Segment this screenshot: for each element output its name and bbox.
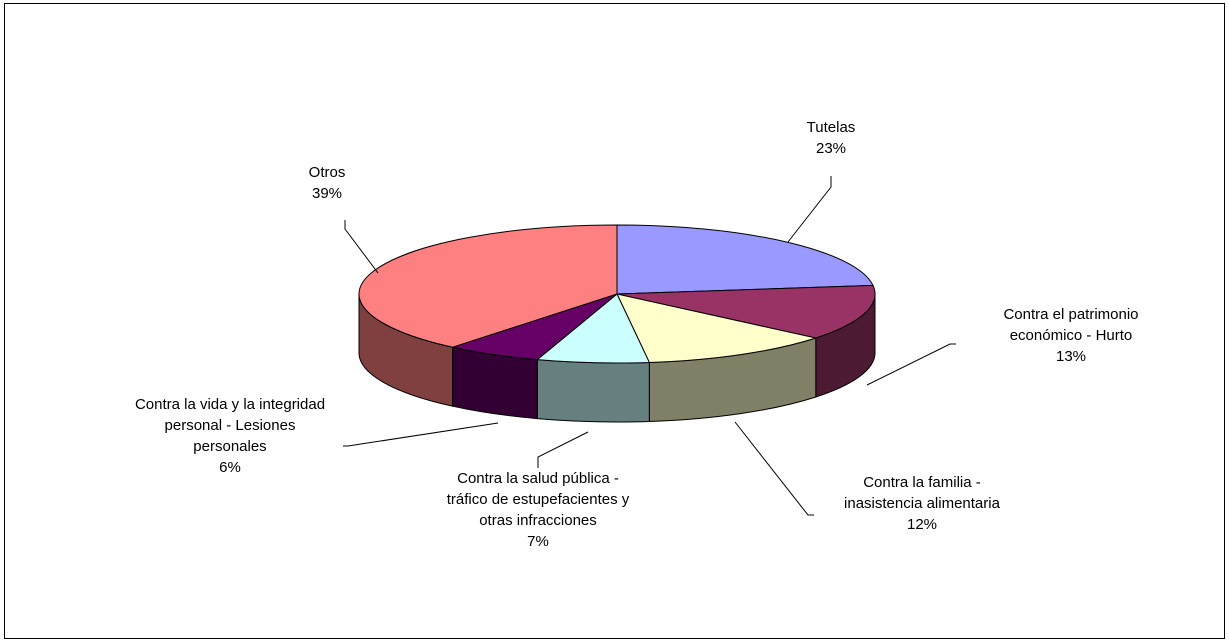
leader-line-1 — [866, 343, 956, 386]
slice-name-line: personales — [193, 438, 266, 455]
slice-name-line: Contra la vida y la integridad — [135, 396, 325, 413]
slice-name-line: inasistencia alimentaria — [844, 495, 1001, 512]
data-label-5: Otros 39% — [309, 164, 346, 202]
pie-slice-2 — [616, 293, 818, 363]
slice-name-line: Contra la salud pública - — [457, 470, 619, 487]
data-label-2: Contra la familia - inasistencia alimenta… — [844, 474, 1001, 533]
slice-name-line: tráfico de estupefacientes y — [447, 491, 630, 508]
slice-name-line: Tutelas — [807, 119, 856, 136]
leader-line-4 — [343, 422, 499, 447]
slice-percent: 7% — [527, 533, 549, 550]
pie-slice-1 — [616, 284, 876, 339]
leader-line-5 — [344, 220, 379, 274]
slice-name-line: Otros — [309, 164, 346, 181]
slice-percent: 39% — [312, 185, 342, 202]
pie-tops — [358, 224, 876, 364]
pie-chart: Tutelas 23% Contra el patrimonio económico … — [135, 119, 1139, 550]
data-label-1: Contra el patrimonio económico - Hurto 13% — [1003, 306, 1138, 365]
pie-slice-0 — [616, 224, 874, 295]
data-label-4: Contra la vida y la integridad personal -… — [135, 396, 325, 476]
slice-percent: 6% — [219, 459, 241, 476]
slice-name-line: personal - Lesiones — [165, 417, 296, 434]
slice-percent: 13% — [1056, 348, 1086, 365]
data-label-3: Contra la salud pública - tráfico de estu… — [447, 470, 630, 550]
chart-area: Tutelas 23% Contra el patrimonio económico … — [4, 3, 1225, 639]
slice-name-line: económico - Hurto — [1010, 327, 1133, 344]
slice-percent: 23% — [816, 140, 846, 157]
pie-slice-5 — [358, 224, 618, 348]
slice-percent: 12% — [907, 516, 937, 533]
leader-line-0 — [787, 176, 832, 243]
data-labels: Tutelas 23% Contra el patrimonio económico … — [135, 119, 1139, 550]
pie-slice-3 — [536, 293, 651, 364]
slice-name-line: otras infracciones — [479, 512, 597, 529]
leader-line-2 — [734, 421, 814, 516]
data-label-0: Tutelas 23% — [807, 119, 856, 157]
pie-side-3 — [536, 359, 650, 423]
leader-line-3 — [537, 431, 589, 468]
slice-name-line: Contra la familia - — [863, 474, 981, 491]
slice-name-line: Contra el patrimonio — [1003, 306, 1138, 323]
leader-lines — [343, 176, 956, 516]
